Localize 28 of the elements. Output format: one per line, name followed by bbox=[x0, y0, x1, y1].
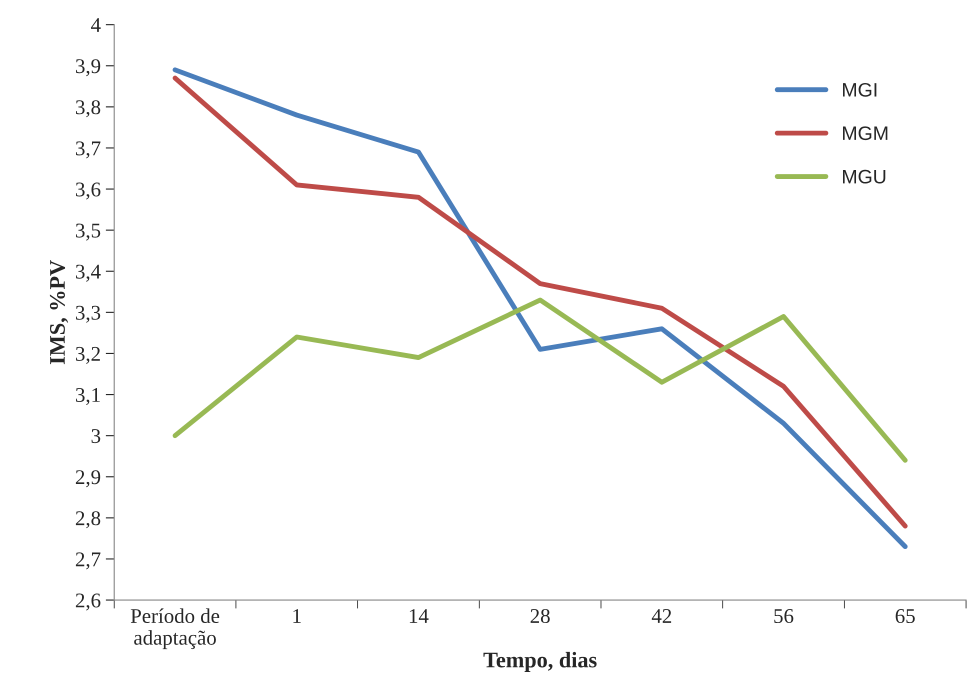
y-tick-label: 3,8 bbox=[76, 100, 100, 118]
x-tick-label: 28 bbox=[530, 608, 550, 624]
x-tick-label: Período de adaptação bbox=[130, 608, 220, 650]
y-tick-label: 2,7 bbox=[76, 552, 100, 570]
x-tick-label: 65 bbox=[896, 609, 915, 624]
y-axis-title: IMS, %PV bbox=[50, 260, 68, 364]
y-tick-label: 3,4 bbox=[76, 264, 101, 282]
y-tick-label: 3,3 bbox=[76, 306, 100, 323]
y-tick-label: 2,8 bbox=[76, 511, 100, 528]
y-tick-label: 3,1 bbox=[76, 388, 100, 405]
y-tick-label: 3,6 bbox=[76, 182, 100, 200]
x-tick-label: 14 bbox=[410, 609, 429, 623]
legend-label: MGI bbox=[843, 82, 876, 97]
y-tick-label: 2,6 bbox=[76, 593, 100, 610]
x-tick-label: 56 bbox=[774, 609, 794, 624]
y-tick-label: 4 bbox=[91, 18, 101, 32]
y-tick-label: 3,2 bbox=[76, 346, 100, 364]
y-tick-label: 3,5 bbox=[76, 224, 100, 241]
y-tick-label: 2,9 bbox=[76, 470, 100, 488]
x-tick-label: 1 bbox=[293, 609, 301, 623]
x-axis-title: Tempo, dias bbox=[483, 652, 597, 672]
y-tick-label: 3 bbox=[92, 429, 100, 444]
y-tick-label: 3,7 bbox=[76, 141, 100, 158]
x-tick-label: 42 bbox=[652, 609, 672, 623]
y-tick-label: 3,9 bbox=[76, 59, 100, 76]
legend-label: MGM bbox=[843, 126, 888, 140]
legend-label: MGU bbox=[843, 170, 886, 184]
line-series bbox=[172, 298, 908, 463]
